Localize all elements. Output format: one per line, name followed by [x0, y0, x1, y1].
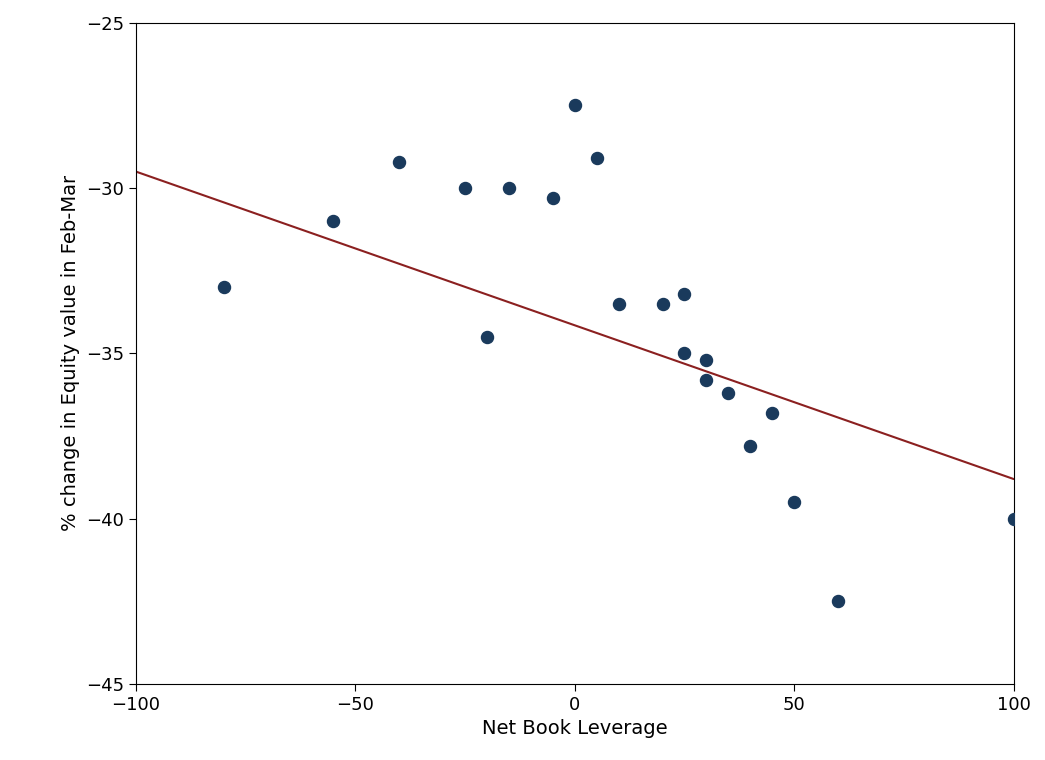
Point [720, 387, 737, 399]
Point [501, 182, 517, 195]
Point [742, 440, 759, 452]
Point [479, 331, 495, 343]
Point [676, 288, 693, 300]
Point [610, 298, 627, 310]
Point [391, 156, 408, 168]
Point [698, 374, 715, 386]
Point [1005, 513, 1022, 525]
Point [566, 100, 583, 112]
Point [544, 192, 561, 204]
Point [830, 595, 846, 607]
Point [215, 281, 232, 293]
X-axis label: Net Book Leverage: Net Book Leverage [482, 720, 668, 739]
Point [698, 354, 715, 366]
Point [786, 496, 803, 508]
Point [676, 347, 693, 359]
Point [654, 298, 671, 310]
Y-axis label: % change in Equity value in Feb-Mar: % change in Equity value in Feb-Mar [62, 176, 80, 531]
Point [764, 407, 781, 419]
Point [325, 215, 342, 227]
Point [588, 152, 605, 164]
Point [457, 182, 473, 195]
